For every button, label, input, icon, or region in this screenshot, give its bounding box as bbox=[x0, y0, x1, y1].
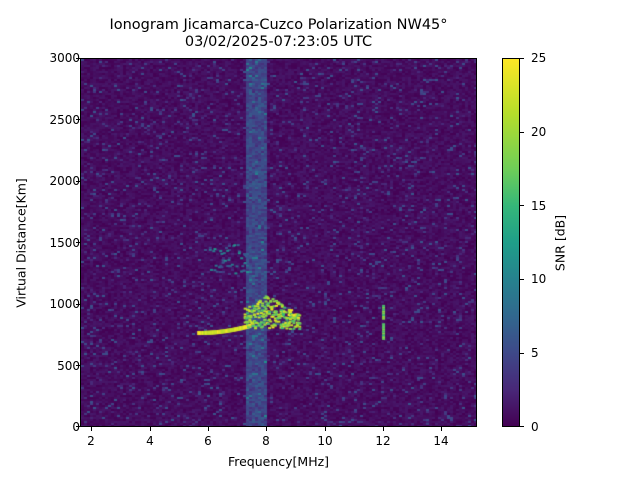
colorbar-tick-label: 10 bbox=[531, 272, 547, 286]
y-tick bbox=[76, 365, 80, 366]
y-tick-label: 3000 bbox=[49, 51, 80, 65]
colorbar-label: SNR [dB] bbox=[552, 214, 568, 272]
y-tick bbox=[76, 242, 80, 243]
ionogram-heatmap bbox=[80, 58, 477, 427]
y-tick-label: 500 bbox=[57, 359, 80, 373]
colorbar-tick-label: 0 bbox=[531, 420, 539, 434]
x-tick bbox=[91, 427, 92, 431]
y-tick bbox=[76, 181, 80, 182]
y-tick bbox=[76, 304, 80, 305]
x-tick bbox=[150, 427, 151, 431]
x-tick-label: 14 bbox=[433, 434, 449, 448]
x-tick bbox=[325, 427, 326, 431]
colorbar-tick bbox=[520, 205, 524, 206]
colorbar-tick bbox=[520, 426, 524, 427]
colorbar-tick bbox=[520, 353, 524, 354]
colorbar-tick-label: 25 bbox=[531, 51, 547, 65]
x-tick bbox=[266, 427, 267, 431]
y-tick bbox=[76, 426, 80, 427]
colorbar-tick-label: 5 bbox=[531, 346, 539, 360]
colorbar-tick bbox=[520, 58, 524, 59]
x-tick-label: 8 bbox=[262, 434, 270, 448]
y-tick-label: 0 bbox=[72, 420, 80, 434]
colorbar-tick bbox=[520, 279, 524, 280]
x-tick-label: 10 bbox=[317, 434, 333, 448]
x-tick bbox=[208, 427, 209, 431]
colorbar bbox=[502, 58, 520, 427]
y-tick-label: 1500 bbox=[49, 236, 80, 250]
chart-subtitle: 03/02/2025-07:23:05 UTC bbox=[184, 34, 373, 50]
colorbar-tick-label: 15 bbox=[531, 199, 547, 213]
x-tick-label: 4 bbox=[146, 434, 154, 448]
y-axis-label: Virtual Distance[Km] bbox=[13, 178, 29, 308]
chart-title: Ionogram Jicamarca-Cuzco Polarization NW… bbox=[109, 17, 448, 33]
y-tick bbox=[76, 58, 80, 59]
x-tick-label: 2 bbox=[87, 434, 95, 448]
colorbar-tick bbox=[520, 132, 524, 133]
x-tick-label: 12 bbox=[375, 434, 391, 448]
y-tick bbox=[76, 119, 80, 120]
y-tick-label: 2000 bbox=[49, 174, 80, 188]
x-tick-label: 6 bbox=[204, 434, 212, 448]
colorbar-tick-label: 20 bbox=[531, 125, 547, 139]
x-tick bbox=[383, 427, 384, 431]
x-tick bbox=[441, 427, 442, 431]
y-tick-label: 2500 bbox=[49, 113, 80, 127]
y-tick-label: 1000 bbox=[49, 297, 80, 311]
x-axis-label: Frequency[MHz] bbox=[227, 454, 330, 469]
